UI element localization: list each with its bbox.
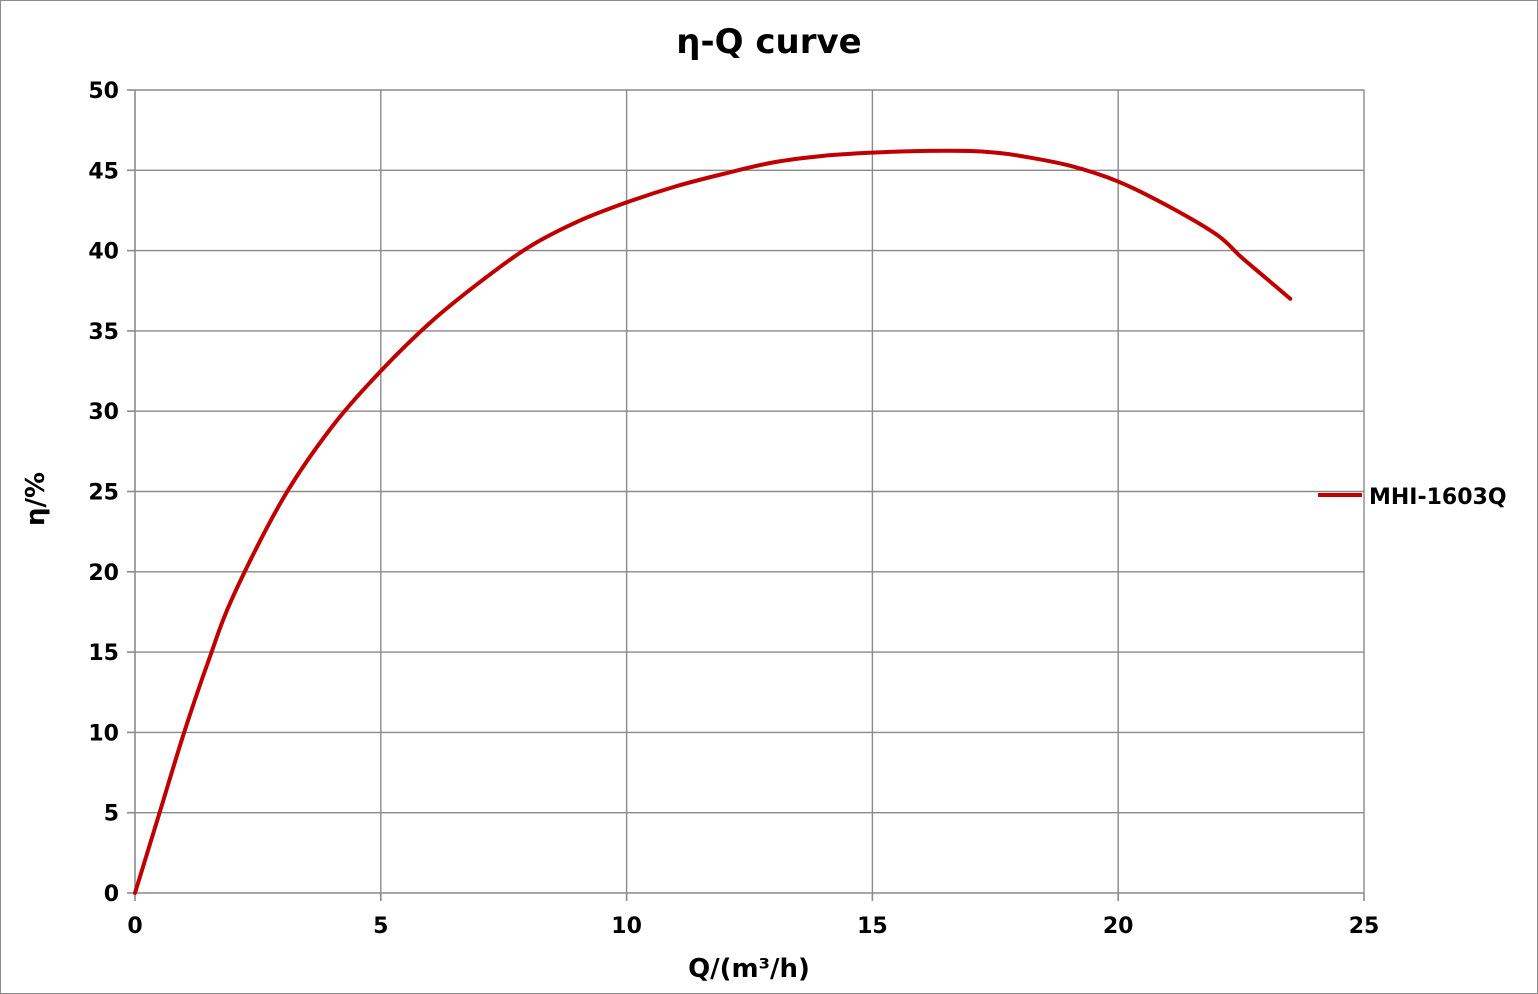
y-tick-label: 20 <box>88 561 119 586</box>
y-tick-label: 40 <box>88 240 119 265</box>
y-tick-label: 50 <box>88 79 119 104</box>
x-tick-label: 0 <box>127 914 142 939</box>
y-tick-label: 25 <box>88 481 119 506</box>
series-layer <box>133 148 1293 895</box>
y-tick-label: 5 <box>104 802 119 827</box>
y-tick-label: 30 <box>88 400 119 425</box>
y-tick-label: 10 <box>88 721 119 746</box>
x-tick-label: 10 <box>611 914 642 939</box>
y-tick-label: 0 <box>104 882 119 907</box>
y-tick-label: 45 <box>88 159 119 184</box>
x-tick-label: 15 <box>857 914 888 939</box>
x-tick-label: 20 <box>1103 914 1134 939</box>
series-line-mhi-1603q <box>133 148 1293 895</box>
y-tick-label: 15 <box>88 641 119 666</box>
chart-title: η-Q curve <box>676 22 861 62</box>
tick-labels: 0 5 10 15 20 25 30 35 40 45 50 0 5 10 15 20 25 <box>88 79 1379 939</box>
legend: MHI-1603Q <box>1318 485 1507 510</box>
x-tick-label: 5 <box>373 914 388 939</box>
x-axis-title: Q/(m³/h) <box>688 954 810 984</box>
y-tick-label: 35 <box>88 320 119 345</box>
grid-layer <box>135 89 1365 893</box>
x-tick-label: 25 <box>1349 914 1380 939</box>
axis-layer <box>127 89 1365 901</box>
y-axis-title: η/% <box>21 472 51 526</box>
legend-label: MHI-1603Q <box>1369 485 1507 510</box>
